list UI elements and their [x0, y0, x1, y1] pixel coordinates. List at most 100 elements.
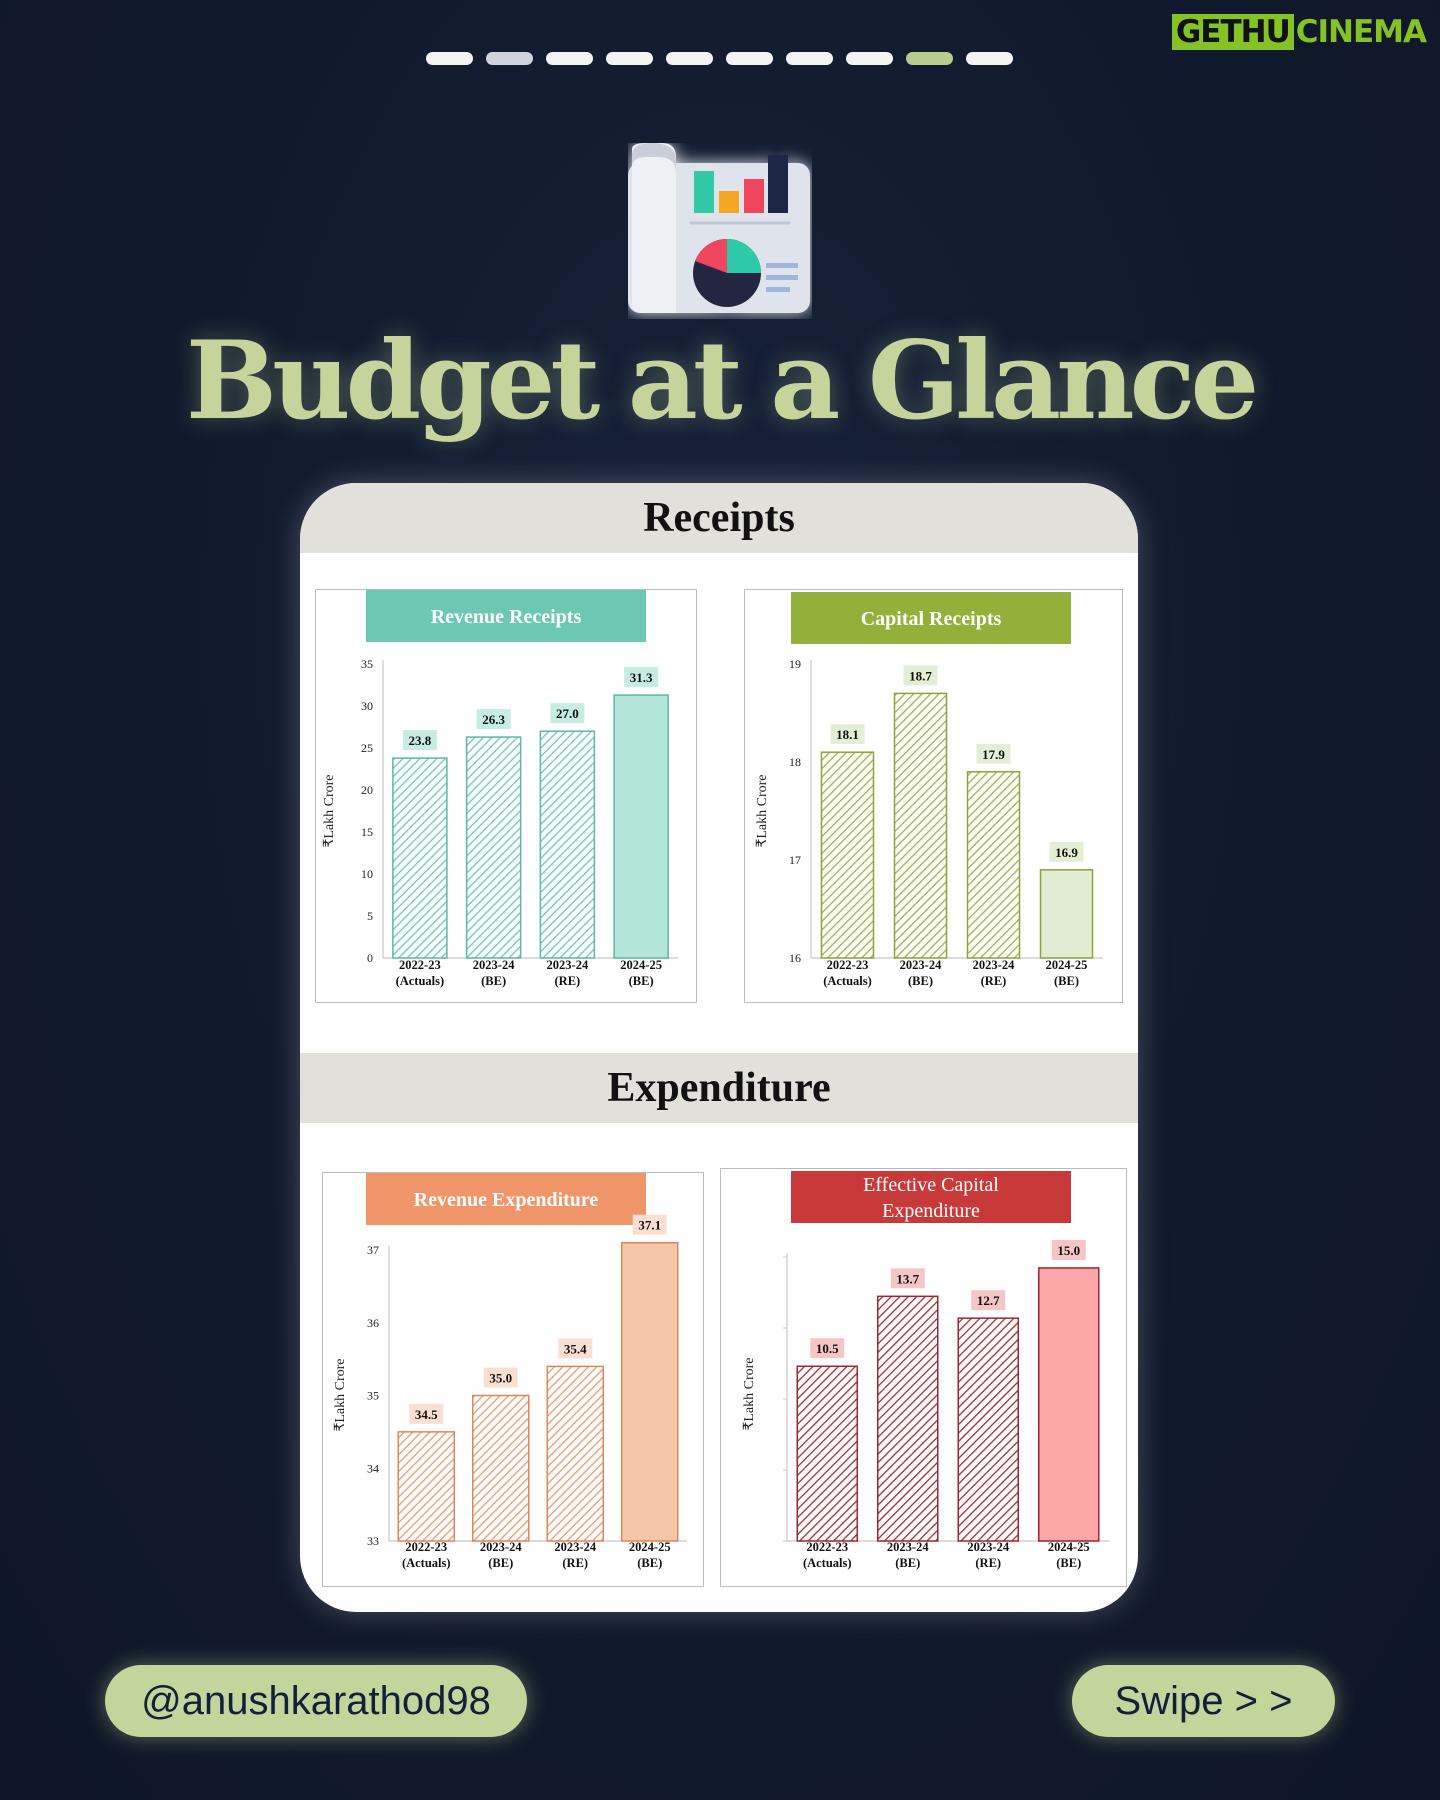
chart-title-box	[366, 590, 646, 642]
bar	[1039, 869, 1094, 959]
revenue-expenditure-panel: Revenue Expenditure 33 34 35 36 37 ₹Lakh Crore…	[322, 1172, 704, 1587]
x-tick-label: 2022-23	[399, 958, 441, 972]
data-label: 18.7	[909, 668, 932, 683]
effective-capital-expenditure-panel: Effective Capital Expenditure ₹Lakh Crore 1…	[720, 1168, 1127, 1587]
y-tick-label: 30	[361, 699, 373, 713]
data-label: 15.0	[1057, 1243, 1080, 1258]
y-tick-label: 10	[361, 867, 373, 881]
x-tick-label: (Actuals)	[823, 974, 872, 988]
bar	[546, 1365, 604, 1542]
progress-segment	[426, 52, 473, 65]
x-tick-label: 2023-24	[973, 958, 1015, 972]
x-tick-label: (Actuals)	[402, 1556, 451, 1570]
chart-title: Expenditure	[882, 1200, 980, 1222]
progress-segment	[666, 52, 713, 65]
y-axis-label: ₹Lakh Crore	[742, 1357, 757, 1430]
bar	[796, 1365, 858, 1542]
author-handle[interactable]: @anushkarathod98	[105, 1665, 527, 1737]
capital-receipts-chart: Capital Receipts 16 17 18 19 ₹Lakh Crore 18.1 2…	[755, 592, 1103, 988]
data-label: 13.7	[896, 1271, 919, 1286]
bar	[539, 730, 596, 959]
data-label-bg	[476, 709, 511, 730]
budget-card: Receipts Expenditure Revenue Receipts 0 5 1…	[300, 483, 1138, 1612]
slide-progress-indicator	[426, 52, 1013, 65]
watermark-logo: GETHU CINEMA	[1171, 14, 1428, 50]
data-label-bg	[558, 1338, 593, 1359]
progress-segment	[726, 52, 773, 65]
chart-title-box	[791, 1171, 1071, 1223]
bar	[957, 1317, 1019, 1542]
data-label-bg	[890, 1268, 925, 1289]
progress-segment	[786, 52, 833, 65]
data-label: 18.1	[836, 727, 859, 742]
bar	[472, 1394, 530, 1542]
data-label-bg	[409, 1403, 444, 1424]
watermark-part-2: CINEMA	[1295, 14, 1427, 50]
x-tick-label: 2022-23	[827, 958, 869, 972]
x-tick-label: 2023-24	[900, 958, 942, 972]
data-label-bg	[1051, 1239, 1086, 1260]
x-tick-label: (RE)	[981, 974, 1007, 988]
receipts-heading: Receipts	[300, 483, 1138, 553]
data-label-bg	[632, 1214, 667, 1235]
page-title: Budget at a Glance	[185, 318, 1259, 444]
x-tick-label: 2024-25	[620, 958, 662, 972]
y-tick-label: 18	[789, 755, 801, 769]
revenue-expenditure-chart: Revenue Expenditure 33 34 35 36 37 ₹Lakh Crore…	[333, 1173, 687, 1570]
x-tick-label: (BE)	[629, 974, 654, 988]
data-label: 17.9	[982, 747, 1005, 762]
bar	[877, 1295, 939, 1542]
y-tick-label: 16	[789, 951, 801, 965]
chart-title: Effective Capital	[863, 1174, 999, 1196]
x-tick-label: (BE)	[1054, 974, 1079, 988]
y-tick-label: 36	[367, 1316, 379, 1330]
data-label: 26.3	[482, 712, 505, 727]
data-label: 34.5	[415, 1407, 438, 1422]
revenue-receipts-panel: Revenue Receipts 0 5 10 15 20 25 30 35 ₹Lakh Cror…	[315, 589, 697, 1003]
x-tick-label: 2023-24	[967, 1540, 1009, 1554]
report-chart-icon	[628, 143, 810, 313]
x-tick-label: 2023-24	[473, 958, 515, 972]
bar	[966, 771, 1021, 959]
swipe-button[interactable]: Swipe > >	[1072, 1665, 1335, 1737]
chart-title: Revenue Receipts	[431, 606, 582, 628]
x-tick-label: (BE)	[895, 1556, 920, 1570]
x-tick-label: 2023-24	[547, 958, 589, 972]
y-tick-label: 34	[367, 1461, 379, 1475]
y-tick-label: 0	[367, 951, 373, 965]
x-tick-label: (RE)	[562, 1556, 588, 1570]
capital-receipts-panel: Capital Receipts 16 17 18 19 ₹Lakh Crore 18.1 2…	[744, 589, 1123, 1003]
x-tick-label: 2022-23	[806, 1540, 848, 1554]
y-tick-label: 35	[367, 1389, 379, 1403]
data-label: 31.3	[630, 670, 653, 685]
effective-capital-expenditure-chart: Effective Capital Expenditure ₹Lakh Crore 1…	[742, 1171, 1109, 1570]
revenue-receipts-chart: Revenue Receipts 0 5 10 15 20 25 30 35 ₹Lakh Cror…	[322, 590, 678, 988]
x-tick-label: (BE)	[488, 1556, 513, 1570]
y-axis-label: ₹Lakh Crore	[322, 774, 337, 847]
x-tick-label: 2024-25	[1048, 1540, 1090, 1554]
progress-segment	[606, 52, 653, 65]
expenditure-heading: Expenditure	[300, 1053, 1138, 1123]
x-tick-label: 2024-25	[1046, 958, 1088, 972]
x-tick-label: (BE)	[908, 974, 933, 988]
y-axis-label: ₹Lakh Crore	[333, 1358, 348, 1431]
data-label: 35.0	[489, 1371, 512, 1386]
progress-segment	[966, 52, 1013, 65]
progress-segment	[846, 52, 893, 65]
progress-segment	[546, 52, 593, 65]
x-tick-label: 2022-23	[405, 1540, 447, 1554]
data-label: 12.7	[977, 1293, 1000, 1308]
bar	[392, 757, 448, 959]
data-label: 10.5	[816, 1341, 839, 1356]
chart-title: Revenue Expenditure	[414, 1189, 599, 1211]
data-label-bg	[810, 1338, 845, 1359]
bar	[613, 694, 669, 959]
data-label: 37.1	[638, 1218, 661, 1233]
watermark-part-1: GETHU	[1171, 14, 1294, 50]
y-tick-label: 37	[367, 1243, 379, 1257]
y-tick-label: 20	[361, 783, 373, 797]
bar	[621, 1241, 679, 1542]
x-tick-label: 2024-25	[629, 1540, 671, 1554]
x-tick-label: (BE)	[1056, 1556, 1081, 1570]
x-tick-label: 2023-24	[480, 1540, 522, 1554]
